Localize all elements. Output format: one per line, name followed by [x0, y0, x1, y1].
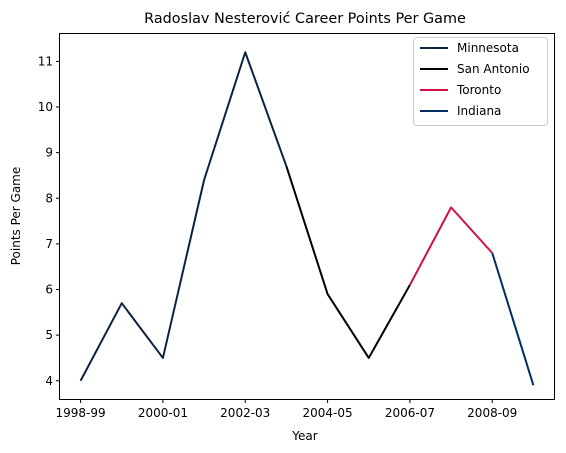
- legend-entries: Minnesota San Antonio Toronto Indiana: [420, 41, 530, 118]
- y-tick-label: 10: [38, 100, 53, 114]
- x-axis: 1998-99 2000-01 2002-03 2004-05 2006-07 2008-…: [56, 399, 517, 420]
- legend-box: [413, 37, 548, 126]
- x-tick-label: 1998-99: [56, 406, 106, 420]
- legend-label: San Antonio: [457, 62, 530, 76]
- x-tick-label: 2000-01: [138, 406, 188, 420]
- y-tick-label: 7: [45, 237, 53, 251]
- x-tick-label: 2002-03: [220, 406, 270, 420]
- legend-label: Minnesota: [457, 41, 519, 55]
- y-tick-label: 6: [45, 283, 53, 297]
- series-line-0: [79, 51, 288, 382]
- y-tick-label: 5: [45, 328, 53, 342]
- y-tick-label: 4: [45, 374, 53, 388]
- y-tick-label: 11: [38, 54, 53, 68]
- y-tick-label: 8: [45, 191, 53, 205]
- y-axis: 4 5 6 7 8 9 10 11: [38, 54, 60, 388]
- x-axis-label: Year: [291, 429, 317, 443]
- x-tick-label: 2004-05: [303, 406, 353, 420]
- series-line-2: [409, 206, 493, 286]
- y-axis-label: Points Per Game: [9, 167, 23, 266]
- series-line-3: [491, 252, 535, 386]
- plot-frame: [59, 33, 555, 400]
- chart-title: Radoslav Nesterović Career Points Per Ga…: [144, 11, 466, 27]
- series-layer: [79, 51, 535, 386]
- x-tick-label: 2008-09: [467, 406, 517, 420]
- y-tick-label: 9: [45, 146, 53, 160]
- series-line-1: [285, 166, 411, 359]
- legend: Minnesota San Antonio Toronto Indiana: [413, 37, 548, 126]
- x-tick-label: 2006-07: [385, 406, 435, 420]
- legend-label: Indiana: [457, 104, 501, 118]
- legend-label: Toronto: [456, 83, 501, 97]
